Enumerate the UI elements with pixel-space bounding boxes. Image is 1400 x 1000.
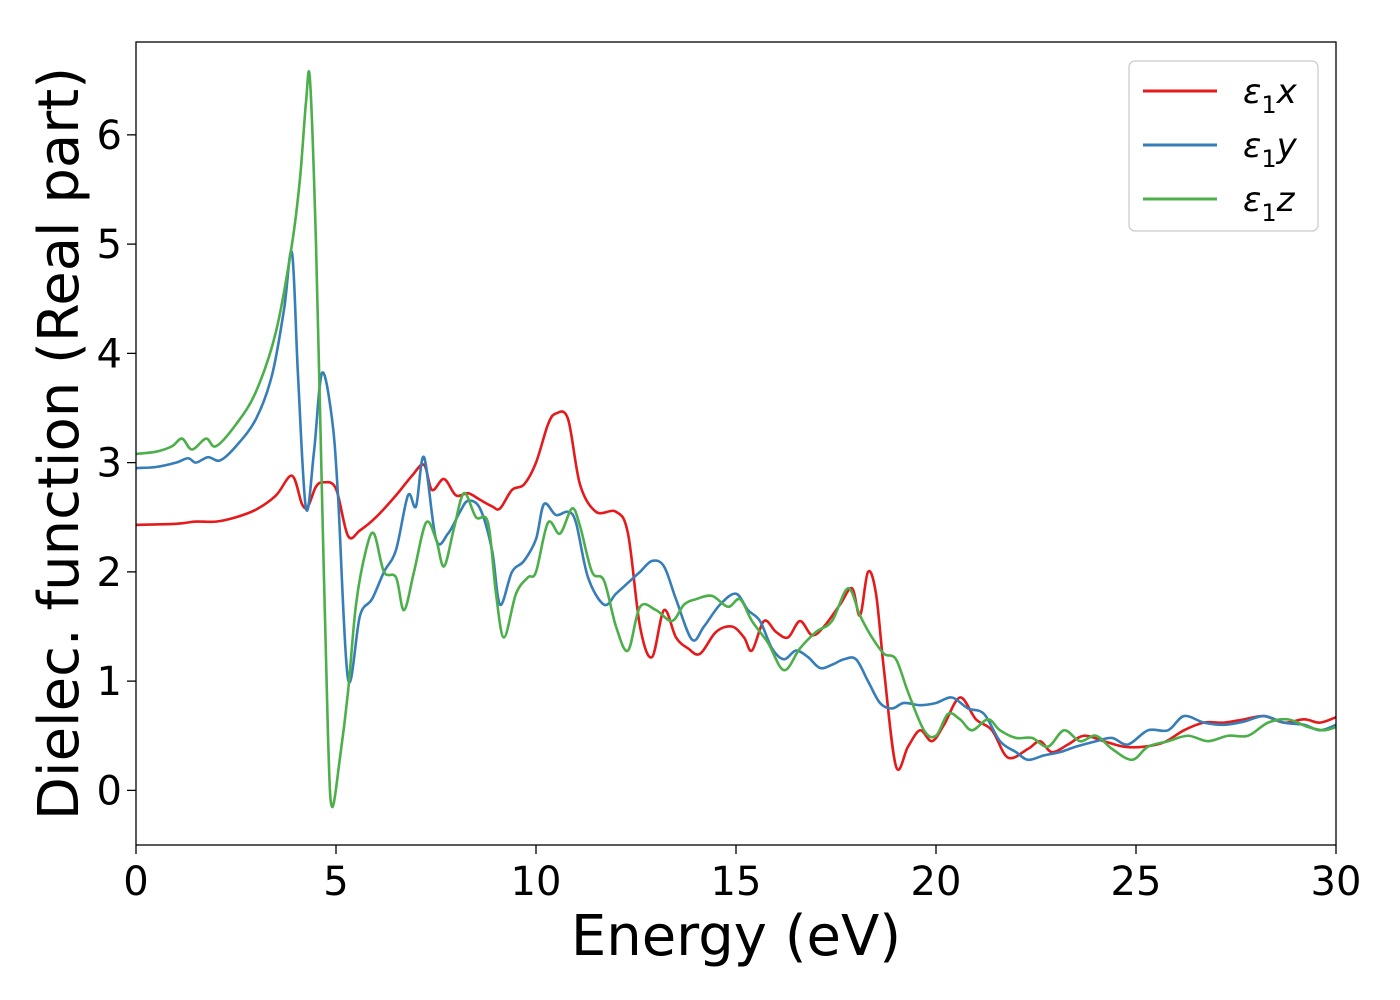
legend-label-symbol: ε [1243,126,1261,166]
y-tick-label: 5 [97,222,122,268]
legend-box [1128,60,1319,232]
legend-label: ε1z [1243,180,1296,227]
legend-label-subscript: 1 [1261,199,1276,227]
y-axis-label: Dielec. function (Real part) [27,67,92,820]
legend-label-symbol: ε [1243,72,1261,112]
series-layer [136,70,1336,809]
legend-entry-y: ε1y [1143,126,1298,173]
series-line-z [136,70,1336,809]
legend-label-subscript: 1 [1261,145,1276,173]
y-tick-label: 2 [97,550,122,596]
y-tick-label: 4 [97,331,122,377]
legend-label-symbol: ε [1243,180,1261,220]
legend-entry-z: ε1z [1143,180,1296,227]
x-axis: 0 5 10 15 20 25 30 [123,845,1361,905]
legend-label-subscript: 1 [1261,91,1276,119]
y-tick-label: 6 [97,113,122,159]
series-line-x [136,410,1336,771]
x-tick-label: 20 [911,859,962,905]
legend-label-component: z [1276,180,1296,220]
y-axis: 0 1 2 3 4 5 6 [97,113,136,814]
y-tick-label: 1 [97,659,122,705]
y-tick-label: 3 [97,441,122,487]
legend-label: ε1x [1243,72,1298,119]
legend-label: ε1y [1243,126,1298,173]
x-tick-label: 5 [323,859,348,905]
x-tick-label: 10 [511,859,562,905]
series-line-y [136,249,1336,762]
legend-label-component: y [1276,126,1298,166]
x-tick-label: 30 [1311,859,1362,905]
y-tick-label: 0 [97,768,122,814]
x-tick-label: 0 [123,859,148,905]
x-tick-label: 25 [1111,859,1162,905]
legend-label-component: x [1276,72,1298,112]
x-tick-label: 15 [711,859,762,905]
x-axis-label: Energy (eV) [571,904,901,969]
legend-entry-x: ε1x [1143,72,1298,119]
